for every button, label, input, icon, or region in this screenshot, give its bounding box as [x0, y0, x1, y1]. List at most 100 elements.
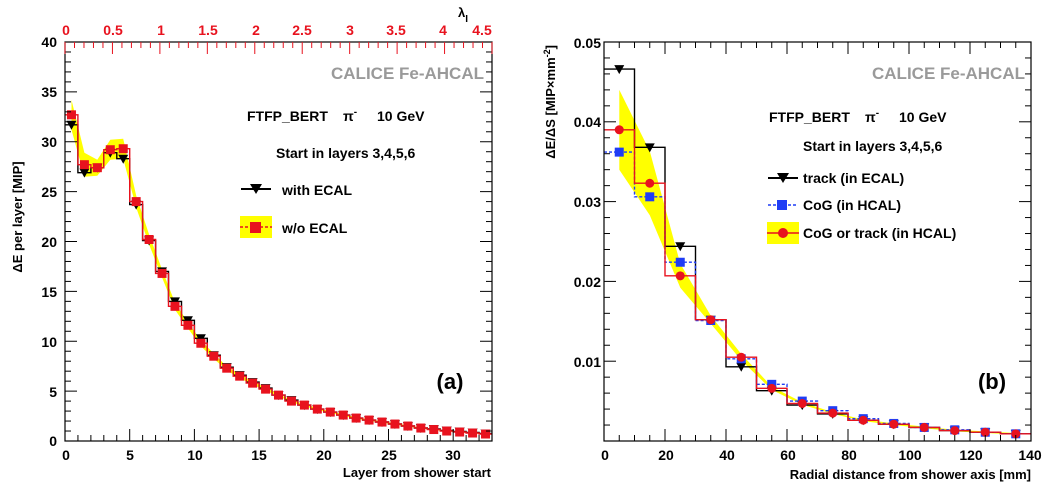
steps-group [65, 114, 492, 435]
legend-entry-cog-or-track: CoG or track (in HCAL) [767, 222, 956, 244]
y-tick-label: 10 [41, 334, 57, 350]
data-point-circle [919, 422, 929, 432]
y-tick-label: 0.03 [574, 194, 601, 210]
data-point-square [222, 363, 232, 373]
data-point-square [299, 400, 309, 410]
data-point-circle [858, 415, 868, 425]
data-point-square [157, 268, 167, 278]
top-axis-tick: 0.5 [103, 22, 123, 38]
data-point-circle [614, 125, 624, 135]
top-axis-tick: 3 [346, 22, 354, 38]
top-axis-tick: 3.5 [386, 22, 406, 38]
panel-a: 0 0.5 1 1.5 2 2.5 3 3.5 4 4.5 λI 0 5 10 … [10, 5, 493, 480]
data-point-triangle [644, 143, 655, 153]
legend-entry-wo-ecal: w/o ECAL [240, 216, 348, 238]
data-point-square [351, 413, 361, 423]
y-tick-label: 40 [41, 34, 57, 50]
x-tick-label: 120 [959, 447, 983, 463]
legend: track (in ECAL) CoG (in HCAL) CoG or tra… [767, 170, 956, 244]
data-point-square [403, 421, 413, 431]
data-point-square [118, 144, 128, 154]
data-point-square [416, 423, 426, 433]
top-axis-tick: 0 [62, 22, 70, 38]
x-tick-label: 140 [1018, 447, 1042, 463]
data-point-square [645, 192, 655, 202]
data-point-circle [645, 178, 655, 188]
data-point-square [105, 145, 115, 155]
data-point-square [248, 378, 258, 388]
data-point-square [183, 320, 193, 330]
data-point-square [144, 235, 154, 245]
series-step-line [604, 151, 1031, 435]
legend-label: w/o ECAL [281, 220, 348, 236]
ticks-group [603, 41, 1032, 442]
data-point-square [170, 301, 180, 311]
annotation-model: FTFP_BERT [247, 108, 328, 124]
data-point-square [312, 404, 322, 414]
data-point-square [377, 417, 387, 427]
y-tick-label: 5 [49, 384, 57, 400]
data-point-circle [828, 408, 838, 418]
x-tick-label: 5 [126, 447, 134, 463]
data-point-circle [797, 398, 807, 408]
data-point-square [235, 371, 245, 381]
y-tick-label: 25 [41, 184, 57, 200]
top-axis-tick: 1 [157, 22, 165, 38]
data-point-triangle [614, 65, 625, 75]
data-point-circle [736, 352, 746, 362]
annotation-energy: 10 GeV [377, 108, 425, 124]
legend-label: track (in ECAL) [803, 170, 904, 186]
legend-entry-with-ecal: with ECAL [241, 182, 352, 198]
panel-label: (a) [437, 369, 464, 394]
annotation-start-layers: Start in layers 3,4,5,6 [276, 145, 416, 161]
annotation-particle: π- [865, 108, 879, 125]
legend-entry-track: track (in ECAL) [768, 170, 904, 186]
plot-frame [64, 41, 493, 442]
y-axis-label: ΔE/ΔS [MIP×mm-2] [542, 45, 558, 159]
y-tick-label: 20 [41, 234, 57, 250]
data-point-square [442, 426, 452, 436]
data-point-triangle [118, 154, 129, 164]
data-point-triangle [66, 120, 77, 130]
data-point-square [481, 429, 491, 439]
data-point-square [468, 428, 478, 438]
y-tick-label: 0.04 [574, 114, 601, 130]
data-point-square [429, 425, 439, 435]
annotation-energy: 10 GeV [899, 109, 947, 125]
legend-marker-triangle [250, 184, 262, 194]
legend-marker-triangle [777, 173, 789, 183]
data-point-triangle [736, 362, 747, 372]
y-tick-label: 0.02 [574, 274, 601, 290]
markers-group [66, 110, 491, 439]
legend-label: with ECAL [281, 182, 352, 198]
legend-marker-square [250, 222, 261, 233]
data-point-square [66, 110, 76, 120]
data-point-circle [675, 271, 685, 281]
x-tick-label: 15 [251, 447, 267, 463]
x-tick-label: 100 [898, 447, 922, 463]
data-point-square [390, 419, 400, 429]
panel-b: 0 20 40 60 80 100 120 140 0.01 0.02 0.03… [542, 35, 1042, 482]
data-point-circle [767, 383, 777, 393]
legend-entry-cog: CoG (in HCAL) [768, 197, 901, 213]
x-tick-label: 30 [445, 447, 461, 463]
x-axis-label: Layer from shower start [343, 465, 492, 480]
data-point-square [196, 338, 206, 348]
data-point-triangle [675, 242, 686, 252]
data-point-circle [1011, 429, 1021, 439]
x-tick-label: 25 [381, 447, 397, 463]
ticks-group [64, 41, 493, 442]
data-point-square [338, 410, 348, 420]
watermark: CALICE Fe-AHCAL [331, 64, 484, 83]
data-point-square [455, 427, 465, 437]
y-tick-label: 15 [41, 284, 57, 300]
y-tick-label: 0 [49, 433, 57, 449]
x-tick-label: 0 [601, 447, 609, 463]
y-tick-label: 0.05 [574, 35, 601, 51]
data-point-square [325, 407, 335, 417]
annotation-start-layers: Start in layers 3,4,5,6 [803, 138, 943, 154]
panel-label: (b) [978, 369, 1006, 394]
y-tick-label: 30 [41, 134, 57, 150]
x-tick-label: 40 [719, 447, 735, 463]
